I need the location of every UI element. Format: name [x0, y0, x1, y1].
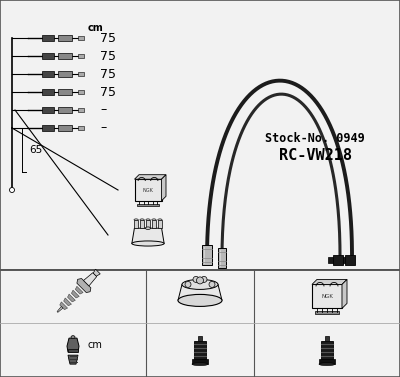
Bar — [42, 71, 54, 77]
Polygon shape — [77, 279, 91, 293]
Bar — [198, 336, 202, 341]
Ellipse shape — [201, 276, 207, 282]
Text: 75: 75 — [100, 49, 116, 63]
Bar — [140, 220, 144, 228]
Ellipse shape — [192, 363, 208, 366]
Ellipse shape — [185, 281, 191, 287]
Bar — [194, 341, 206, 359]
Ellipse shape — [193, 276, 199, 282]
Ellipse shape — [146, 219, 150, 221]
Polygon shape — [72, 290, 79, 298]
Text: 65: 65 — [29, 145, 42, 155]
Polygon shape — [178, 284, 222, 300]
Polygon shape — [93, 269, 100, 276]
Bar — [192, 359, 208, 364]
Polygon shape — [84, 273, 97, 286]
Polygon shape — [67, 338, 79, 352]
Bar — [78, 126, 84, 130]
Bar — [333, 255, 343, 265]
Bar — [134, 179, 162, 201]
Ellipse shape — [140, 219, 144, 221]
Polygon shape — [68, 355, 78, 364]
Bar — [0, 270, 400, 377]
Bar — [42, 89, 54, 95]
Bar — [152, 220, 156, 228]
Circle shape — [10, 187, 14, 193]
Bar — [137, 204, 159, 206]
Bar — [58, 35, 72, 41]
Bar — [202, 245, 212, 265]
Text: 75: 75 — [100, 86, 116, 98]
Bar — [42, 53, 54, 59]
Bar — [321, 341, 333, 359]
Polygon shape — [134, 175, 166, 179]
Bar — [42, 125, 54, 131]
Bar — [58, 125, 72, 131]
Bar — [78, 36, 84, 40]
Bar — [58, 107, 72, 113]
Ellipse shape — [71, 336, 75, 339]
Text: 75: 75 — [100, 67, 116, 81]
Bar — [319, 359, 335, 364]
Bar — [0, 0, 400, 270]
Bar — [158, 220, 162, 228]
Text: RC-VW218: RC-VW218 — [278, 147, 352, 162]
Ellipse shape — [158, 219, 162, 221]
Text: 75: 75 — [100, 32, 116, 44]
Bar — [345, 255, 355, 265]
Text: –: – — [100, 104, 106, 116]
Polygon shape — [162, 175, 166, 201]
Text: –: – — [100, 121, 106, 135]
Ellipse shape — [196, 277, 204, 284]
Bar — [42, 107, 54, 113]
Text: cm: cm — [88, 340, 102, 350]
Ellipse shape — [146, 227, 150, 230]
Ellipse shape — [178, 294, 222, 307]
Polygon shape — [57, 307, 63, 313]
Bar — [325, 336, 329, 341]
Bar — [68, 349, 78, 352]
Text: Stock-No. 0949: Stock-No. 0949 — [265, 132, 365, 144]
Ellipse shape — [152, 219, 156, 221]
Bar — [42, 35, 54, 41]
Bar — [340, 257, 345, 263]
Bar — [58, 71, 72, 77]
Polygon shape — [60, 302, 68, 310]
Text: cm: cm — [87, 23, 103, 33]
Bar — [315, 311, 339, 314]
Polygon shape — [64, 298, 72, 306]
Polygon shape — [68, 294, 75, 302]
Bar — [328, 257, 333, 263]
Ellipse shape — [134, 219, 138, 221]
Text: NGK: NGK — [142, 187, 154, 193]
Bar — [218, 248, 226, 268]
Ellipse shape — [132, 241, 164, 246]
Polygon shape — [75, 286, 83, 294]
Polygon shape — [132, 228, 164, 244]
Ellipse shape — [182, 279, 218, 290]
Bar — [58, 89, 72, 95]
Text: NGK: NGK — [321, 294, 333, 299]
Polygon shape — [312, 279, 347, 284]
Polygon shape — [342, 279, 347, 308]
Bar — [134, 220, 138, 228]
Bar — [312, 284, 342, 308]
Bar — [78, 72, 84, 76]
Bar — [58, 53, 72, 59]
Bar — [78, 54, 84, 58]
Ellipse shape — [319, 363, 335, 366]
Ellipse shape — [209, 281, 215, 287]
Bar — [78, 90, 84, 94]
Bar — [78, 108, 84, 112]
Bar — [146, 220, 150, 228]
